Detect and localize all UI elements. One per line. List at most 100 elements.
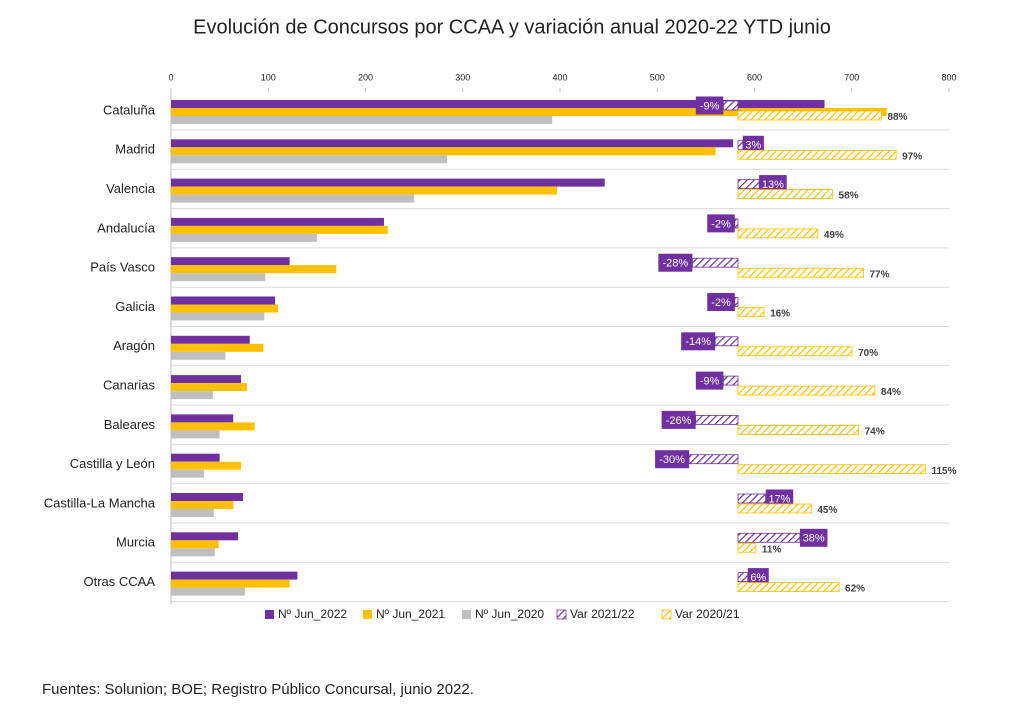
variation-label-box [759, 175, 787, 194]
legend-swatch [265, 610, 274, 619]
bar [171, 217, 384, 226]
variation-label: 77% [870, 269, 890, 280]
bar [171, 391, 213, 400]
bar [171, 225, 388, 234]
bar [171, 273, 266, 282]
variation-label: 11% [762, 544, 782, 555]
variation-bar [722, 100, 739, 111]
variation-label-box [661, 410, 696, 429]
bar [171, 257, 290, 266]
variation-bar [737, 464, 926, 475]
variation-label: -26% [666, 415, 692, 427]
category-label: Galicia [115, 299, 156, 314]
variation-bar [737, 493, 767, 504]
variation-bar [737, 572, 749, 582]
variation-label: 13% [762, 179, 784, 191]
variation-label: -30% [659, 454, 685, 466]
variation-bar [737, 503, 812, 514]
legend-label: Nº Jun_2022 [278, 607, 347, 621]
bar [171, 469, 205, 478]
category-label: Baleares [104, 417, 156, 432]
x-tick-label: 0 [168, 72, 173, 82]
category-label: Cataluña [103, 102, 156, 117]
variation-label: 84% [881, 387, 901, 398]
category-label: Otras CCAA [83, 574, 155, 589]
bar [171, 178, 605, 187]
variation-bar [734, 218, 739, 229]
variation-bar [688, 454, 739, 465]
bar [171, 453, 220, 462]
variation-bar [737, 532, 801, 543]
variation-label: 88% [887, 112, 907, 123]
variation-label-box [765, 489, 794, 508]
variation-label: -2% [711, 218, 731, 230]
bar [171, 587, 245, 596]
variation-bar [737, 267, 864, 278]
variation-bar [737, 424, 860, 435]
x-tick-label: 500 [650, 72, 665, 82]
x-tick-label: 100 [261, 72, 276, 82]
variation-label: 74% [865, 427, 885, 438]
category-label: Castilla y León [70, 456, 155, 471]
variation-label: -28% [663, 258, 689, 270]
chart-title: Evolución de Concursos por CCAA y variac… [193, 16, 831, 38]
bar [171, 501, 234, 509]
variation-bar [737, 179, 760, 190]
variation-bar [691, 257, 739, 268]
variation-label: -2% [711, 297, 731, 309]
bar [171, 430, 220, 439]
variation-bar [737, 542, 757, 553]
category-label: Murcia [116, 535, 156, 550]
bar [171, 186, 558, 195]
bar [171, 548, 215, 557]
bar [171, 194, 415, 203]
bar [171, 509, 214, 517]
bar [171, 116, 553, 124]
legend-label: Var 2020/21 [675, 607, 740, 621]
legend-label: Nº Jun_2021 [376, 607, 445, 621]
variation-bar [737, 385, 876, 396]
bar [171, 335, 250, 344]
bar [171, 571, 298, 580]
variation-bar [737, 110, 882, 121]
bar [171, 414, 234, 423]
variation-label: 16% [770, 309, 790, 320]
bar [171, 304, 278, 313]
bar [171, 155, 448, 164]
variation-label: 6% [750, 572, 766, 584]
variation-label: 58% [839, 191, 859, 202]
variation-label: -14% [685, 336, 711, 348]
category-label: Valencia [106, 181, 156, 196]
variation-label-box [799, 528, 828, 547]
bar [171, 108, 887, 116]
variation-bar [737, 149, 897, 160]
bar [171, 461, 242, 470]
variation-label-box [707, 293, 735, 311]
variation-label: 115% [931, 466, 956, 477]
source-note: Fuentes: Solunion; BOE; Registro Público… [42, 681, 474, 698]
bar [171, 422, 255, 431]
bar [171, 147, 716, 156]
bar [171, 540, 219, 549]
category-label: Madrid [115, 142, 155, 157]
legend-label: Nº Jun_2020 [475, 607, 544, 621]
legend-swatch [661, 609, 672, 620]
variation-bar [695, 414, 739, 425]
bar [171, 351, 226, 360]
variation-label: 62% [845, 584, 865, 595]
bar [171, 493, 243, 501]
variation-bar [737, 307, 765, 317]
bar [171, 579, 290, 588]
variation-bar [734, 297, 739, 307]
variation-label: 70% [858, 348, 878, 359]
legend-swatch [556, 609, 567, 620]
variation-label-box [658, 253, 693, 272]
legend-label: Var 2021/22 [570, 607, 635, 621]
legend-swatch [462, 610, 471, 619]
variation-label: 97% [902, 151, 922, 162]
bar [171, 312, 265, 321]
x-tick-label: 600 [747, 72, 762, 82]
variation-label: -9% [700, 376, 720, 388]
